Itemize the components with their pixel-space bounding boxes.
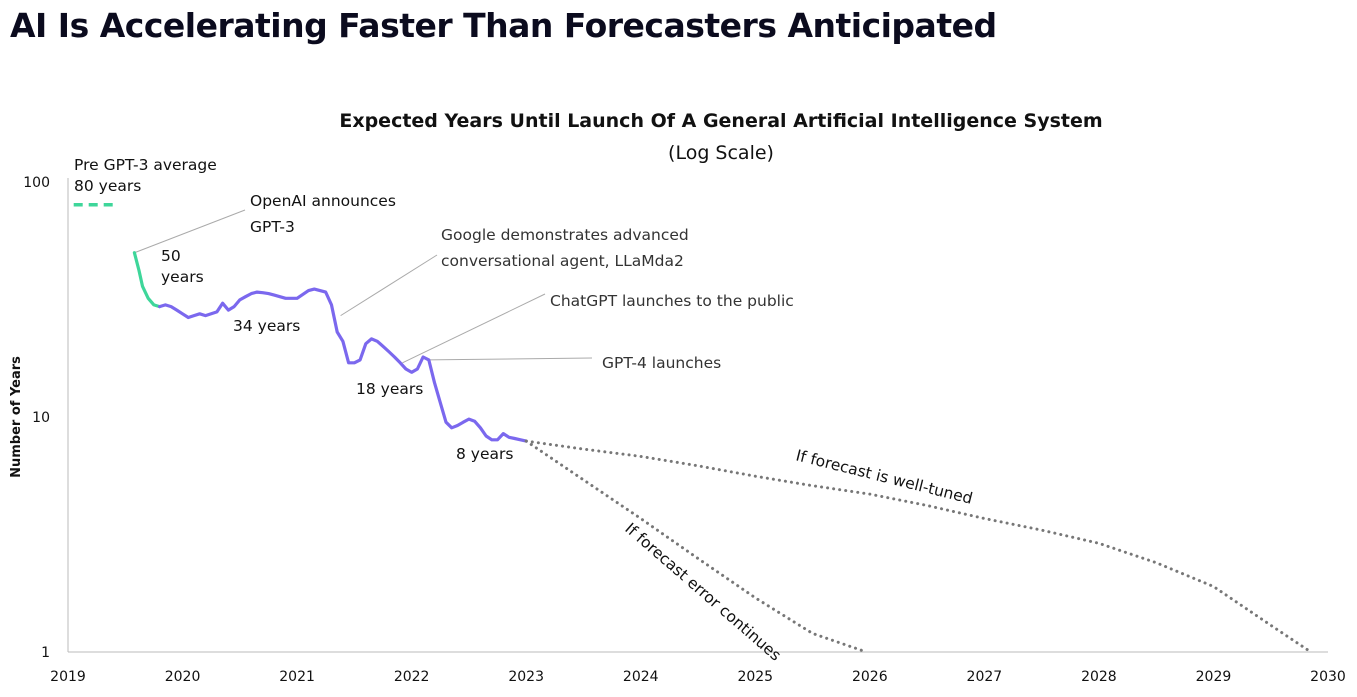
series-line-3 (524, 439, 1313, 654)
x-tick-label: 2027 (967, 669, 1003, 685)
chart-title: Expected Years Until Launch Of A General… (339, 110, 1102, 132)
y-tick-label: 10 (32, 410, 50, 426)
y-axis-label: Number of Years (9, 356, 24, 478)
annotation-google-label: Google demonstrates advanced (441, 226, 689, 244)
x-tick-label: 2021 (279, 669, 315, 685)
annotation-d50-label: years (161, 268, 204, 286)
series-line-4 (524, 439, 868, 654)
annotation-google-label: conversational agent, LLaMda2 (441, 252, 684, 270)
x-tick-label: 2028 (1081, 669, 1117, 685)
annotation-d18-label: 18 years (356, 380, 423, 398)
chart-subtitle: (Log Scale) (668, 142, 774, 164)
annotation-d8-label: 8 years (456, 445, 513, 463)
annotation-leader-line (340, 254, 438, 317)
annotation-d34-label: 34 years (233, 317, 300, 335)
page-title: AI Is Accelerating Faster Than Forecaste… (10, 6, 997, 45)
y-tick-label: 1 (41, 645, 50, 661)
series-line-1 (132, 251, 162, 309)
x-tick-label: 2022 (394, 669, 430, 685)
annotation-leader-line (134, 209, 246, 254)
annotation-openai-label: GPT-3 (250, 218, 295, 236)
annotation-d50-label: 50 (161, 247, 181, 265)
x-tick-label: 2030 (1310, 669, 1346, 685)
annotation-err-label: If forecast error continues (621, 519, 784, 664)
annotation-leader-line (428, 357, 593, 361)
x-tick-label: 2026 (852, 669, 888, 685)
series-line-2 (158, 287, 528, 443)
annotation-pre-label: 80 years (74, 177, 141, 195)
x-tick-label: 2020 (165, 669, 201, 685)
y-tick-label: 100 (23, 175, 50, 191)
x-tick-label: 2024 (623, 669, 659, 685)
annotation-chatgpt-label: ChatGPT launches to the public (550, 292, 794, 310)
annotation-openai-label: OpenAI announces (250, 192, 396, 210)
x-tick-label: 2025 (737, 669, 773, 685)
annotation-pre-label: Pre GPT-3 average (74, 156, 217, 174)
x-tick-label: 2029 (1196, 669, 1232, 685)
annotation-well-label: If forecast is well-tuned (794, 446, 974, 507)
annotation-leader-line (402, 293, 546, 364)
annotation-gpt4-label: GPT-4 launches (602, 354, 721, 372)
x-tick-label: 2019 (50, 669, 86, 685)
x-tick-label: 2023 (508, 669, 544, 685)
